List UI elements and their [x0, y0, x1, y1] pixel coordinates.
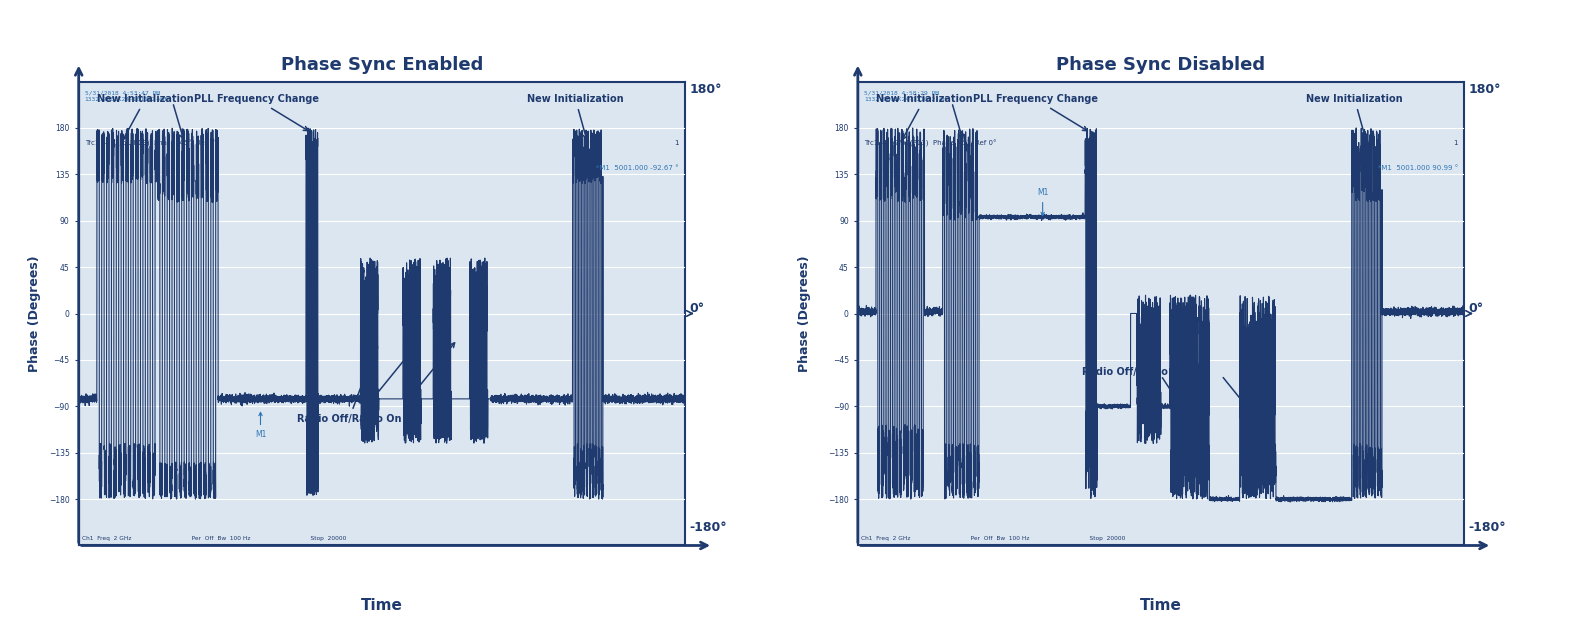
- Text: 1: 1: [674, 140, 678, 145]
- Text: PLL Frequency Change: PLL Frequency Change: [973, 94, 1099, 130]
- Text: M1: M1: [1037, 188, 1048, 216]
- Text: New Initialization: New Initialization: [98, 94, 194, 139]
- Text: 5/31/2018 4:53:47 PM
1332.9002K24-101022-eH: 5/31/2018 4:53:47 PM 1332.9002K24-101022…: [85, 91, 167, 102]
- Text: 0°: 0°: [689, 302, 705, 315]
- Text: -180°: -180°: [1469, 521, 1506, 534]
- Text: Time: Time: [1140, 598, 1182, 613]
- Title: Phase Sync Disabled: Phase Sync Disabled: [1056, 56, 1265, 75]
- Text: Time: Time: [360, 598, 403, 613]
- Title: Phase Sync Enabled: Phase Sync Enabled: [280, 56, 483, 75]
- Text: PLL Frequency Change: PLL Frequency Change: [194, 94, 320, 130]
- Text: Radio Off/Radio On: Radio Off/Radio On: [1081, 344, 1187, 377]
- Text: 5/31/2018 4:58:29 PM
1332.9002K24-131022-eH: 5/31/2018 4:58:29 PM 1332.9002K24-131022…: [864, 91, 946, 102]
- Text: 0°: 0°: [1469, 302, 1484, 315]
- Text: 180°: 180°: [689, 83, 722, 96]
- Text: New Initialization: New Initialization: [877, 94, 973, 139]
- Text: New Initialization: New Initialization: [1306, 94, 1402, 139]
- Text: 180°: 180°: [1469, 83, 1502, 96]
- Text: 1: 1: [1453, 140, 1458, 145]
- Text: Trc1 — b2/b1(P13)  Phase  45°/ Ref 0°: Trc1 — b2/b1(P13) Phase 45°/ Ref 0°: [85, 140, 217, 147]
- Text: -180°: -180°: [689, 521, 727, 534]
- Text: M1: M1: [255, 413, 266, 440]
- Text: Phase (Degrees): Phase (Degrees): [798, 255, 811, 372]
- Text: Radio Off/Radio On: Radio Off/Radio On: [297, 344, 401, 424]
- Text: Trc1 — b2/b1(P13)  Phase  45°/ Ref 0°: Trc1 — b2/b1(P13) Phase 45°/ Ref 0°: [864, 140, 996, 147]
- Text: *M1  5001.000 90.99 °: *M1 5001.000 90.99 °: [1377, 165, 1458, 171]
- Text: New Initialization: New Initialization: [527, 94, 623, 139]
- Text: Ch1  Freq  2 GHz                                Per  Off  Bw  100 Hz            : Ch1 Freq 2 GHz Per Off Bw 100 Hz: [861, 536, 1125, 541]
- Text: Ch1  Freq  2 GHz                                Per  Off  Bw  100 Hz            : Ch1 Freq 2 GHz Per Off Bw 100 Hz: [82, 536, 346, 541]
- Text: *M1  5001.000 -92.67 °: *M1 5001.000 -92.67 °: [597, 165, 678, 171]
- Text: Phase (Degrees): Phase (Degrees): [28, 255, 41, 372]
